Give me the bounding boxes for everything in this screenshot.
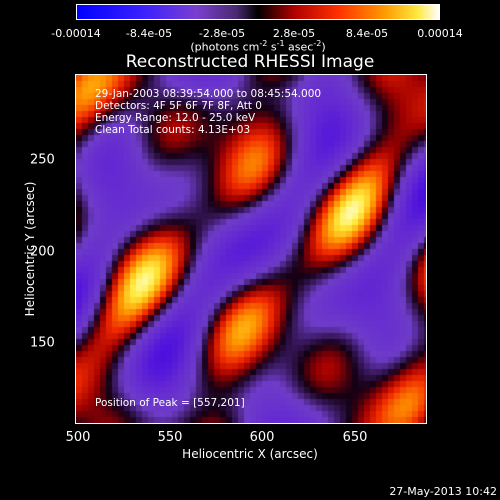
colorbar-units: (photons cm-2 s-1 asec-2) (190, 39, 326, 54)
time-range: 29-Jan-2003 08:39:54.000 to 08:45:54.000 (95, 88, 322, 100)
energy-range: Energy Range: 12.0 - 25.0 keV (95, 112, 256, 124)
colorbar-tick: 0.00014 (417, 27, 463, 40)
peak-position: Position of Peak = [557,201] (95, 397, 245, 409)
y-tick: 200 (30, 244, 55, 260)
x-tick: 550 (157, 430, 183, 445)
timestamp: 27-May-2013 10:42 (389, 485, 497, 498)
image-panel (75, 74, 427, 424)
colorbar-tick: -8.4e-05 (125, 27, 173, 40)
x-tick: 500 (65, 430, 91, 445)
x-axis-label: Heliocentric X (arcsec) (182, 447, 318, 461)
colorbar-tick: 8.4e-05 (345, 27, 389, 40)
colorbar-tick: -0.00014 (51, 27, 101, 40)
rhessi-image (76, 75, 426, 423)
x-tick: 600 (249, 430, 275, 445)
algorithm-counts: Clean Total counts: 4.13E+03 (95, 124, 251, 136)
image-title: Reconstructed RHESSI Image (125, 52, 375, 72)
colorbar-tick: -2.8e-05 (198, 27, 246, 40)
detectors-info: Detectors: 4F 5F 6F 7F 8F, Att 0 (95, 100, 262, 112)
y-axis-label: Heliocentric Y (arcsec) (23, 181, 37, 317)
colorbar-tick: 2.8e-05 (272, 27, 316, 40)
y-tick: 250 (30, 152, 55, 168)
x-tick: 650 (342, 430, 368, 445)
y-tick: 150 (30, 335, 55, 351)
colorbar (76, 4, 440, 20)
